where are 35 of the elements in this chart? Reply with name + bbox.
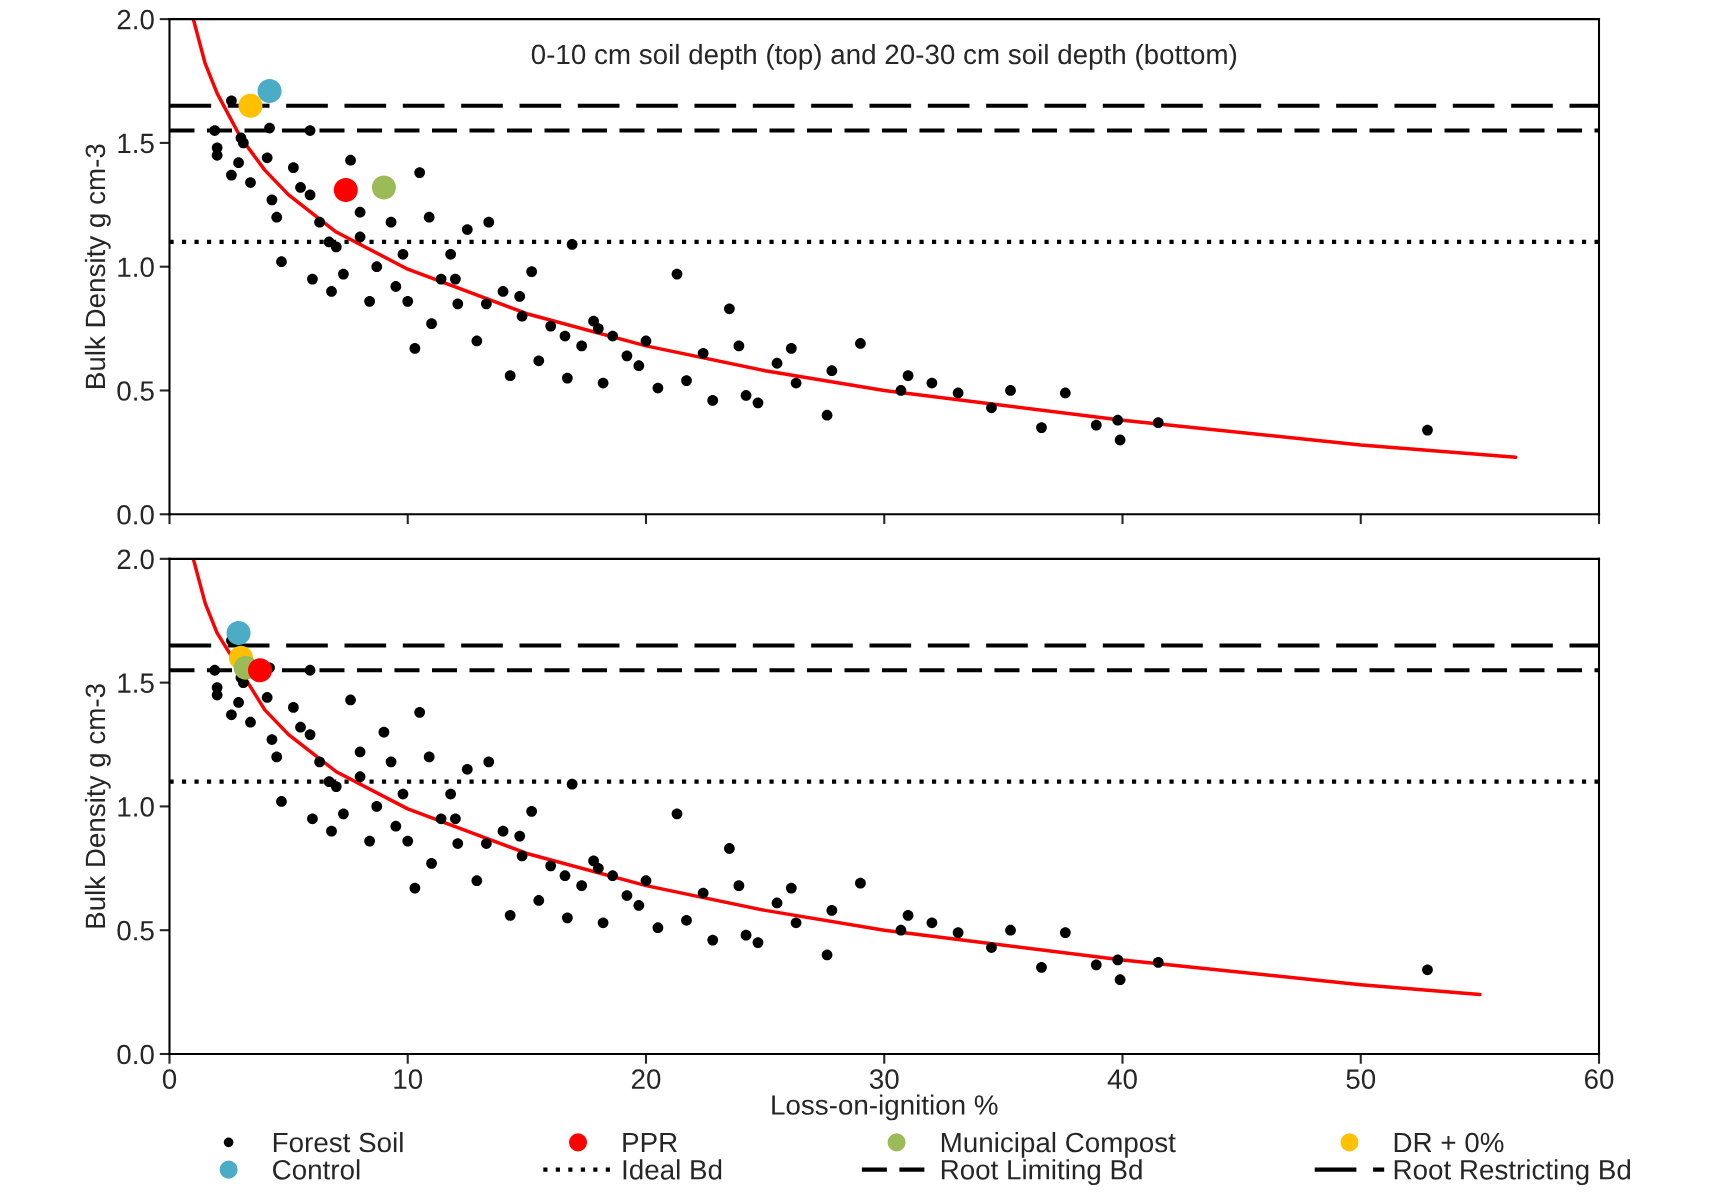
y-tick-label: 0.5 [117, 920, 154, 941]
legend-label: Municipal Compost [941, 1131, 1176, 1158]
legend-label: Root Restricting Bd [1394, 1159, 1631, 1186]
text: 0-10 cm soil depth (top) and 20-30 cm soil depth (bottom) [531, 43, 1237, 70]
legend-label: PPR [623, 1132, 677, 1153]
y-axis-title: Bulk Density g cm-3 [84, 684, 111, 928]
line-series [191, 558, 1482, 997]
legend-label: DR + 0% [1394, 1132, 1504, 1153]
y-axis-title: Bulk Density g cm-3 [84, 144, 111, 388]
y-tick-label: 0.0 [117, 504, 154, 525]
y-tick-label: 2.0 [117, 549, 154, 570]
x-axis-title: Loss-on-ignition % [772, 1094, 998, 1121]
legend-label: Ideal Bd [623, 1159, 722, 1180]
legend-label: Forest Soil [273, 1131, 403, 1153]
legend-label: Control [273, 1159, 360, 1180]
x-tick-label: 50 [1346, 1069, 1376, 1089]
y-tick-label: 1.0 [118, 797, 154, 817]
x-tick-label: 60 [1584, 1069, 1614, 1089]
x-tick-label: 20 [631, 1069, 661, 1089]
y-tick-label: 2.0 [117, 9, 154, 30]
y-tick-label: 1.0 [118, 257, 154, 278]
point [238, 93, 263, 118]
point [333, 177, 358, 202]
y-tick-label: 1.5 [118, 673, 154, 693]
y-tick-label: 1.5 [118, 133, 154, 154]
legend-label: Root Limiting Bd [941, 1159, 1142, 1186]
x-tick-label: 10 [394, 1069, 423, 1089]
x-tick-label: 30 [869, 1069, 899, 1089]
point [371, 175, 396, 200]
x-tick-label: 40 [1107, 1069, 1137, 1089]
point [257, 78, 282, 103]
line-series [191, 19, 1518, 460]
x-tick-label: 0 [162, 1069, 177, 1089]
y-tick-label: 0.5 [117, 381, 154, 401]
y-tick-label: 0.0 [117, 1044, 154, 1065]
